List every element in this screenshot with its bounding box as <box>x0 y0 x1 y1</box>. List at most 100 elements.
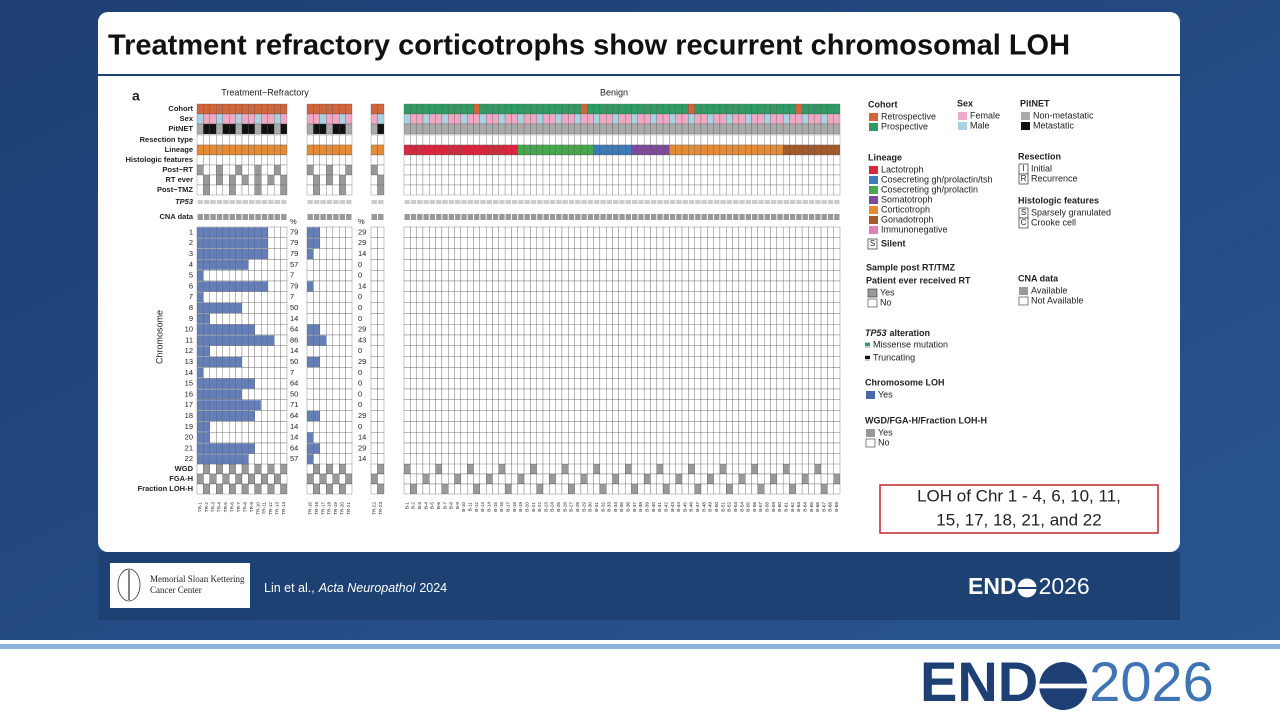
loh-cell <box>587 410 594 422</box>
loh-cell <box>776 313 784 325</box>
annotation-cell <box>280 123 288 135</box>
loh-cell <box>827 378 834 390</box>
loh-cell <box>593 237 601 249</box>
loh-cell <box>313 432 321 444</box>
sample-label: B-13 <box>480 502 485 512</box>
loh-cell <box>473 421 480 433</box>
summary-cell <box>593 483 601 495</box>
loh-cell <box>593 259 601 271</box>
loh-cell <box>454 324 462 336</box>
loh-cell <box>574 388 582 400</box>
pct-label: 0 <box>358 368 362 377</box>
loh-cell <box>267 345 275 357</box>
annotation-cell <box>511 154 518 166</box>
loh-cell <box>517 345 525 357</box>
loh-cell <box>707 421 714 433</box>
loh-cell <box>643 291 651 303</box>
loh-cell <box>561 248 569 260</box>
loh-cell <box>530 280 537 292</box>
loh-cell <box>492 345 499 357</box>
loh-cell <box>203 270 211 282</box>
cna-cell <box>789 214 796 220</box>
annotation-cell <box>479 103 487 115</box>
annotation-cell <box>209 164 217 176</box>
summary-cell <box>719 473 727 485</box>
sample-label: B-1 <box>404 502 409 510</box>
cna-cell <box>404 214 410 220</box>
loh-cell <box>675 367 683 379</box>
pct-label: 0 <box>358 422 362 431</box>
annotation-cell <box>637 103 645 115</box>
annotation-cell <box>580 184 588 196</box>
loh-cell <box>732 421 740 433</box>
loh-cell <box>485 248 493 260</box>
loh-cell <box>267 237 275 249</box>
summary-cell <box>625 483 632 495</box>
loh-cell <box>669 410 676 422</box>
loh-cell <box>460 432 468 444</box>
loh-cell <box>637 421 645 433</box>
loh-cell <box>732 291 740 303</box>
loh-cell <box>542 237 550 249</box>
annotation-cell <box>209 123 217 135</box>
pct-label: 64 <box>290 443 298 452</box>
loh-cell <box>827 270 834 282</box>
loh-cell <box>441 367 449 379</box>
loh-cell <box>713 259 721 271</box>
loh-cell <box>625 442 632 454</box>
loh-cell <box>338 259 346 271</box>
loh-cell <box>618 388 626 400</box>
annotation-cell <box>241 134 249 146</box>
summary-cell <box>719 483 727 495</box>
loh-cell <box>498 399 506 411</box>
loh-cell <box>448 334 455 346</box>
loh-cell <box>235 291 243 303</box>
annotation-cell <box>656 123 664 135</box>
loh-cell <box>618 259 626 271</box>
annotation-cell <box>801 154 809 166</box>
loh-cell <box>209 345 217 357</box>
loh-cell <box>504 248 512 260</box>
annotation-cell <box>435 113 443 125</box>
loh-cell <box>454 248 462 260</box>
loh-cell <box>801 399 809 411</box>
cna-cell <box>827 214 834 220</box>
loh-cell <box>410 432 417 444</box>
tp53-cell <box>255 200 261 204</box>
annotation-cell <box>422 184 430 196</box>
loh-cell <box>523 432 531 444</box>
loh-cell <box>801 453 809 465</box>
annotation-cell <box>222 103 230 115</box>
summary-cell <box>612 473 619 485</box>
annotation-cell <box>833 144 841 156</box>
annotation-cell <box>776 164 784 176</box>
loh-cell <box>726 345 733 357</box>
loh-cell <box>801 237 809 249</box>
loh-cell <box>370 453 378 465</box>
loh-cell <box>517 270 525 282</box>
loh-cell <box>782 302 790 314</box>
legend-swatch <box>865 438 876 448</box>
loh-cell <box>403 410 411 422</box>
annotation-cell <box>726 164 733 176</box>
tp53-cell <box>549 200 556 204</box>
loh-cell <box>808 226 815 238</box>
loh-cell <box>416 345 424 357</box>
loh-cell <box>820 345 828 357</box>
loh-cell <box>568 248 575 260</box>
summary-cell <box>370 483 378 495</box>
annotation-cell <box>248 103 256 115</box>
loh-cell <box>751 388 759 400</box>
loh-cell <box>448 378 455 390</box>
loh-cell <box>523 302 531 314</box>
annotation-cell <box>473 154 480 166</box>
loh-cell <box>599 432 607 444</box>
pct-label: 29 <box>358 443 366 452</box>
loh-cell <box>555 259 563 271</box>
annotation-cell <box>536 144 544 156</box>
loh-cell <box>492 248 499 260</box>
loh-cell <box>833 410 841 422</box>
loh-cell <box>345 334 353 346</box>
summary-cell <box>338 463 346 475</box>
